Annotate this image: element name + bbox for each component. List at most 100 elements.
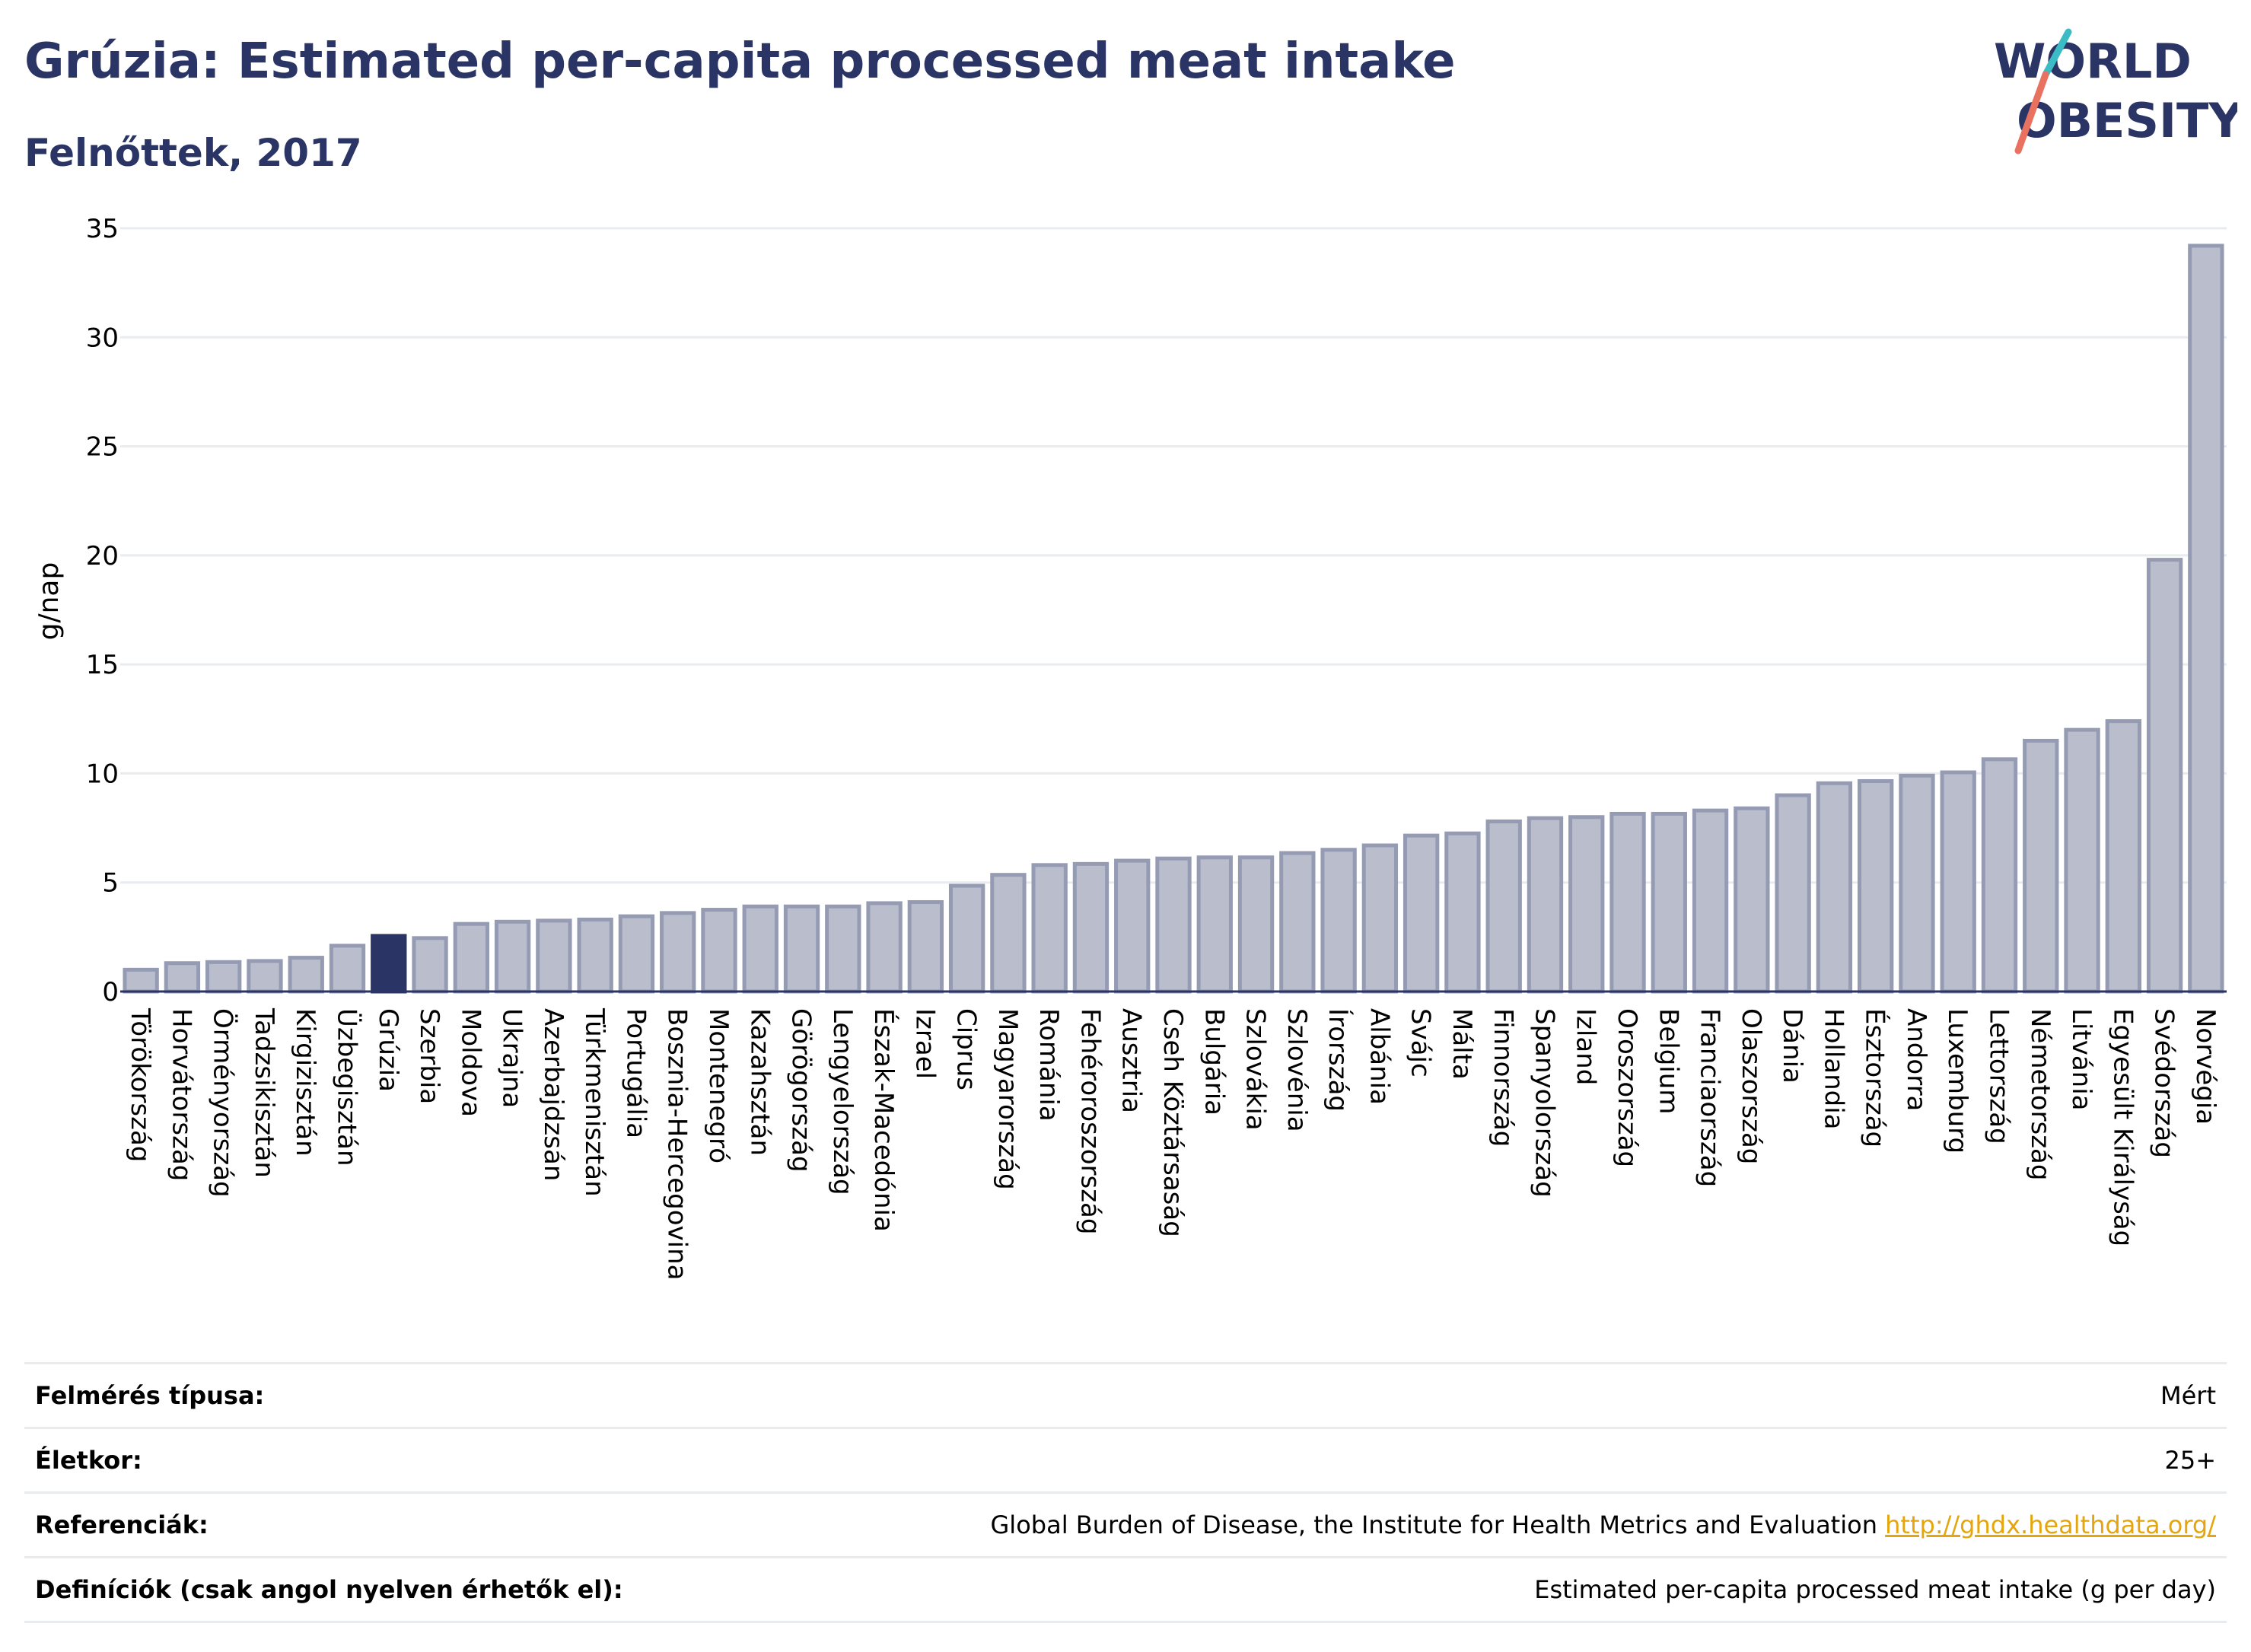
x-tick-label: Görögország bbox=[786, 1008, 817, 1173]
x-tick-label: Moldova bbox=[455, 1008, 486, 1117]
x-tick-label: Magyarország bbox=[992, 1008, 1023, 1190]
x-tick-label: Málta bbox=[1447, 1008, 1477, 1080]
bar-Lettország[interactable] bbox=[1981, 757, 2018, 994]
x-tick-label: Spanyolország bbox=[1529, 1008, 1559, 1198]
info-table: Felmérés típusa: Mért Életkor: 25+ Refer… bbox=[24, 1362, 2227, 1623]
bar-Belgium[interactable] bbox=[1651, 811, 1687, 994]
x-tick-label: Albánia bbox=[1364, 1008, 1394, 1105]
reference-link[interactable]: http://ghdx.healthdata.org/ bbox=[1885, 1510, 2216, 1539]
y-tick-label: 5 bbox=[102, 868, 119, 899]
bar-Cseh Köztársaság[interactable] bbox=[1155, 856, 1192, 994]
x-tick-label: Oroszország bbox=[1612, 1008, 1642, 1167]
bar-Tadzsikisztán[interactable] bbox=[247, 959, 283, 994]
chart-title: Grúzia: Estimated per-capita processed m… bbox=[24, 33, 1456, 90]
bar-chart: 0 5 10 15 20 25 30 35 Törökország Horvátország Ör… bbox=[33, 214, 2227, 1280]
bar-Olaszország[interactable] bbox=[1734, 806, 1770, 994]
info-value: 25+ bbox=[2164, 1446, 2216, 1475]
bar-Görögország[interactable] bbox=[783, 904, 820, 994]
bar-Oroszország[interactable] bbox=[1609, 811, 1646, 994]
bar-Kirgizisztán[interactable] bbox=[288, 956, 324, 994]
x-tick-label: Kazahsztán bbox=[744, 1008, 775, 1156]
x-tick-label: Kirgizisztán bbox=[290, 1008, 320, 1157]
bar-Kazahsztán[interactable] bbox=[742, 904, 778, 994]
x-tick-label: Ausztria bbox=[1116, 1008, 1147, 1113]
y-tick-label: 30 bbox=[86, 323, 119, 353]
x-tick-label: Horvátország bbox=[166, 1008, 196, 1181]
bar-Románia[interactable] bbox=[1031, 863, 1068, 994]
bar-Egyesült Királyság[interactable] bbox=[2105, 719, 2141, 994]
bar-Ciprus[interactable] bbox=[948, 883, 985, 994]
x-tick-label: Németország bbox=[2025, 1008, 2055, 1180]
bar-Törökország[interactable] bbox=[123, 967, 159, 994]
x-tick-label: Románia bbox=[1033, 1008, 1064, 1122]
info-value: Mért bbox=[2160, 1381, 2216, 1410]
bar-Izrael[interactable] bbox=[907, 900, 944, 994]
bar-Üzbegisztán[interactable] bbox=[329, 944, 366, 994]
x-tick-label: Olaszország bbox=[1736, 1008, 1766, 1164]
y-tick-label: 35 bbox=[86, 214, 119, 244]
x-tick-label: Izrael bbox=[909, 1008, 940, 1079]
logo-teal-stroke bbox=[2042, 28, 2072, 78]
x-tick-label: Cseh Köztársaság bbox=[1157, 1008, 1188, 1237]
bar-Észtország[interactable] bbox=[1857, 778, 1894, 994]
bar-Franciaország[interactable] bbox=[1692, 808, 1729, 994]
y-axis-label: g/nap bbox=[33, 562, 65, 641]
x-tick-label: Egyesült Királyság bbox=[2107, 1008, 2138, 1246]
bar-Montenegró[interactable] bbox=[701, 908, 737, 994]
bar-Moldova[interactable] bbox=[453, 921, 490, 994]
bar-Örményország[interactable] bbox=[205, 960, 242, 994]
bar-Szlovénia[interactable] bbox=[1279, 851, 1316, 994]
x-tick-label: Svájc bbox=[1406, 1008, 1436, 1077]
x-tick-label: Szlovákia bbox=[1240, 1008, 1271, 1131]
bar-Németország[interactable] bbox=[2023, 738, 2059, 994]
bar-Málta[interactable] bbox=[1444, 831, 1481, 994]
bar-Albánia[interactable] bbox=[1361, 843, 1399, 994]
info-row-references: Referenciák: Global Burden of Disease, t… bbox=[24, 1491, 2227, 1556]
x-tick-label: Türkmenisztán bbox=[579, 1007, 610, 1197]
bar-Szlovákia[interactable] bbox=[1237, 855, 1275, 994]
x-tick-label: Tadzsikisztán bbox=[249, 1007, 279, 1178]
bar-Svájc[interactable] bbox=[1402, 833, 1440, 994]
bar-Portugália[interactable] bbox=[618, 914, 655, 994]
bar-Finnország[interactable] bbox=[1485, 819, 1522, 994]
bar-Izland[interactable] bbox=[1568, 815, 1605, 994]
bar-Türkmenisztán[interactable] bbox=[577, 917, 613, 994]
bar-Ausztria[interactable] bbox=[1114, 858, 1151, 994]
bars bbox=[123, 244, 2224, 994]
bar-Grúzia[interactable] bbox=[371, 934, 407, 994]
chart-subtitle: Felnőttek, 2017 bbox=[24, 131, 362, 175]
bar-Andorra[interactable] bbox=[1899, 773, 1935, 994]
bar-Azerbajdzsán[interactable] bbox=[536, 918, 572, 994]
bar-Írország[interactable] bbox=[1320, 848, 1357, 994]
x-tick-label: Törökország bbox=[125, 1007, 155, 1162]
bar-Svédország[interactable] bbox=[2146, 558, 2183, 994]
x-tick-label: Luxemburg bbox=[1942, 1008, 1972, 1154]
x-tick-label: Észtország bbox=[1860, 1008, 1891, 1147]
bar-Horvátország[interactable] bbox=[164, 961, 201, 994]
bar-Spanyolország[interactable] bbox=[1527, 816, 1564, 994]
bar-Dánia[interactable] bbox=[1775, 793, 1811, 994]
bar-Luxemburg[interactable] bbox=[1940, 770, 1976, 994]
x-tick-label: Fehéroroszország bbox=[1075, 1008, 1105, 1234]
x-tick-label: Montenegró bbox=[703, 1008, 734, 1163]
info-label: Felmérés típusa: bbox=[35, 1381, 265, 1410]
bar-Norvégia[interactable] bbox=[2188, 244, 2224, 994]
x-tick-label: Örményország bbox=[208, 1008, 239, 1198]
logo-line2: OBESITY bbox=[2017, 93, 2237, 148]
bar-Szerbia[interactable] bbox=[412, 936, 448, 994]
bar-Lengyelország[interactable] bbox=[825, 904, 861, 994]
bar-Bosznia-Hercegovina[interactable] bbox=[660, 911, 696, 994]
x-tick-label: Észak-Macedónia bbox=[868, 1008, 899, 1232]
x-tick-label: Bosznia-Hercegovina bbox=[662, 1008, 692, 1280]
bar-Fehéroroszország[interactable] bbox=[1072, 861, 1110, 994]
bar-Litvánia[interactable] bbox=[2064, 727, 2100, 994]
bar-Ukrajna[interactable] bbox=[494, 919, 531, 994]
bar-Észak-Macedónia[interactable] bbox=[866, 901, 903, 994]
bar-Bulgária[interactable] bbox=[1196, 855, 1233, 994]
bar-Hollandia[interactable] bbox=[1816, 781, 1853, 994]
x-tick-label: Ciprus bbox=[951, 1008, 982, 1090]
x-tick-label: Belgium bbox=[1653, 1008, 1683, 1114]
y-tick-label: 25 bbox=[86, 432, 119, 463]
x-tick-label: Lengyelország bbox=[827, 1008, 858, 1195]
bar-Magyarország[interactable] bbox=[990, 873, 1027, 994]
